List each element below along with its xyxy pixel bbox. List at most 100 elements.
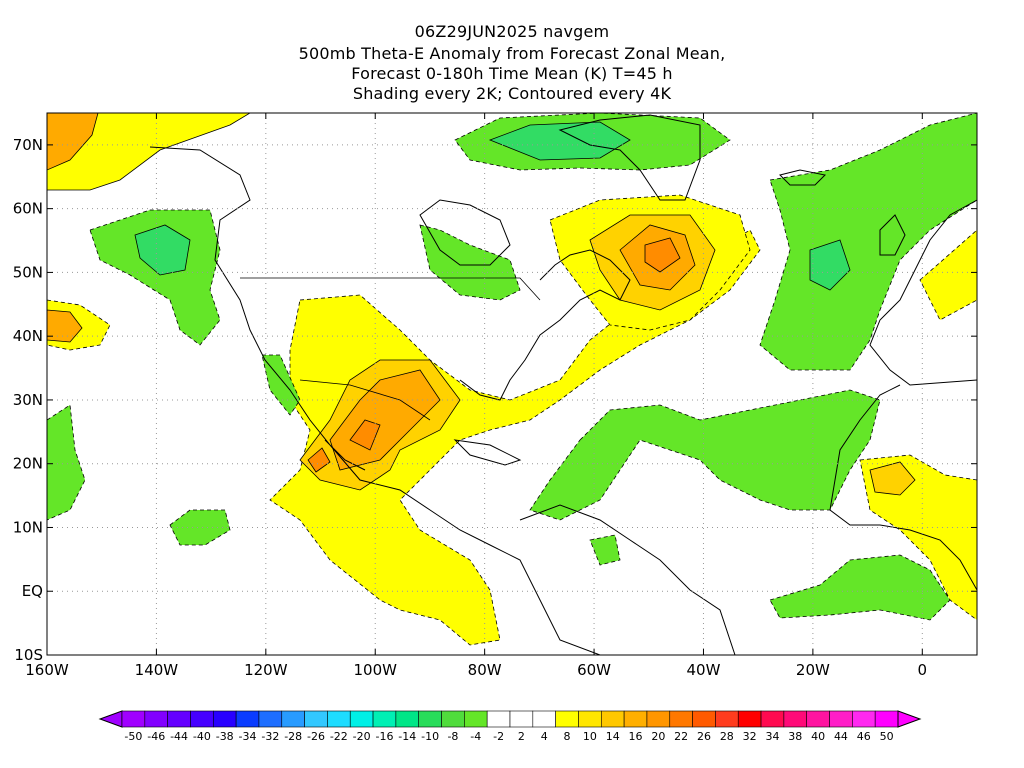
colorbar-label: -50	[124, 730, 142, 743]
coastline-hudson-bay	[419, 199, 511, 266]
anomaly-shading	[47, 113, 977, 646]
colorbar-swatch	[349, 710, 374, 728]
colorbar-swatch	[646, 710, 671, 728]
lat-tick-label: EQ	[22, 582, 43, 600]
coastline-cuba	[453, 439, 522, 466]
colorbar-swatch	[235, 710, 260, 728]
lon-tick-label: 80W	[468, 661, 502, 679]
colorbar-swatch	[532, 710, 556, 728]
colorbar-swatch	[441, 710, 465, 728]
coastline-south-america	[519, 504, 736, 655]
coastline-greenland	[558, 114, 701, 201]
colorbar-swatch	[121, 710, 146, 728]
colorbar-label: 16	[629, 730, 643, 743]
lat-tick-label: 70N	[13, 136, 43, 154]
colorbar-label: 44	[834, 730, 848, 743]
colorbar-label: 8	[564, 730, 571, 743]
colorbar-swatch	[190, 710, 214, 728]
coastline-north-america	[149, 146, 631, 655]
colorbar-arrow-right	[897, 710, 922, 728]
colorbar-label: 28	[720, 730, 734, 743]
anomaly-region-pacific-40n-core	[47, 309, 83, 343]
lat-tick-label: 20N	[13, 455, 43, 473]
colorbar-label: -14	[398, 730, 416, 743]
colorbar-swatch	[852, 710, 876, 728]
colorbar-swatch	[144, 710, 168, 728]
coastline-iceland	[779, 169, 827, 186]
lon-tick-label: 0	[918, 661, 928, 679]
colorbar-label: -22	[330, 730, 348, 743]
title-line-2: 500mb Theta-E Anomaly from Forecast Zona…	[298, 44, 726, 63]
colorbar-swatch	[874, 710, 899, 728]
anomaly-region-north-america	[269, 229, 761, 646]
colorbar-label: 38	[788, 730, 802, 743]
colorbar-swatch	[737, 710, 762, 728]
colorbar-label: 40	[811, 730, 825, 743]
anomaly-region-east-pacific	[47, 404, 86, 521]
colorbar-label: -46	[147, 730, 165, 743]
colorbar-swatch	[327, 710, 351, 728]
colorbar-swatch	[486, 710, 511, 728]
lon-tick-label: 60W	[577, 661, 611, 679]
anomaly-region-mexico-core	[329, 369, 441, 471]
coastline-uk	[879, 214, 906, 256]
plot-frame	[46, 112, 978, 656]
anomaly-region-caribbean-green	[589, 534, 621, 566]
gridlines	[47, 113, 977, 655]
colorbar-swatch	[600, 710, 625, 728]
colorbar-label: -2	[493, 730, 504, 743]
anomaly-region-pacific-blob	[169, 509, 231, 546]
colorbar-swatch	[372, 710, 397, 728]
colorbar-swatch	[304, 710, 328, 728]
colorbar-label: 46	[857, 730, 871, 743]
anomaly-region-north-atlantic	[759, 113, 977, 371]
colorbar-swatch	[464, 710, 488, 728]
anomaly-region-greenland-core	[488, 121, 631, 161]
border-us-canada	[240, 277, 541, 301]
coastline-africa	[829, 384, 977, 591]
anomaly-region-tropical-atlantic	[529, 389, 881, 521]
lon-tick-label: 40W	[687, 661, 721, 679]
lat-tick-label: 60N	[13, 200, 43, 218]
colorbar-swatch	[509, 710, 534, 728]
colorbar-label: -44	[170, 730, 188, 743]
anomaly-region-nw-pacific	[47, 113, 251, 191]
anomaly-region-labrador-max	[644, 237, 681, 273]
colorbar-label: -20	[353, 730, 371, 743]
colorbar-label: 34	[765, 730, 779, 743]
border-us-mexico	[299, 379, 431, 421]
anomaly-region-alaska-core	[134, 224, 191, 276]
colorbar-swatch	[212, 710, 237, 728]
colorbar-label: 22	[674, 730, 688, 743]
colorbar-swatch	[623, 710, 648, 728]
colorbar-swatch	[578, 710, 602, 728]
anomaly-region-california-green	[261, 354, 301, 416]
anomaly-region-west-africa-core	[869, 461, 916, 496]
anomaly-region-baja-max	[307, 447, 331, 473]
colorbar-swatch	[555, 710, 579, 728]
coastlines	[149, 114, 977, 655]
colorbar-swatch	[669, 710, 693, 728]
anomaly-region-west-africa	[859, 454, 977, 621]
colorbar-label: -34	[239, 730, 257, 743]
coastline-europe	[869, 199, 977, 386]
colorbar-swatch	[715, 710, 739, 728]
lon-tick-label: 160W	[25, 661, 69, 679]
colorbar-label: -28	[284, 730, 302, 743]
lon-tick-label: 100W	[354, 661, 398, 679]
colorbar-label: -10	[421, 730, 439, 743]
colorbar-swatch	[395, 710, 420, 728]
colorbar-label: 26	[697, 730, 711, 743]
anomaly-region-mexico-max	[349, 419, 381, 451]
lon-tick-label: 120W	[244, 661, 288, 679]
colorbar-swatch	[829, 710, 853, 728]
lat-tick-label: 50N	[13, 263, 43, 281]
colorbar-arrow-left	[98, 710, 123, 728]
colorbar-label: 2	[518, 730, 525, 743]
colorbar-label: -16	[375, 730, 393, 743]
colorbar-swatch	[806, 710, 830, 728]
lat-tick-label: 40N	[13, 327, 43, 345]
colorbar-label: 50	[880, 730, 894, 743]
colorbar-label: 10	[583, 730, 597, 743]
